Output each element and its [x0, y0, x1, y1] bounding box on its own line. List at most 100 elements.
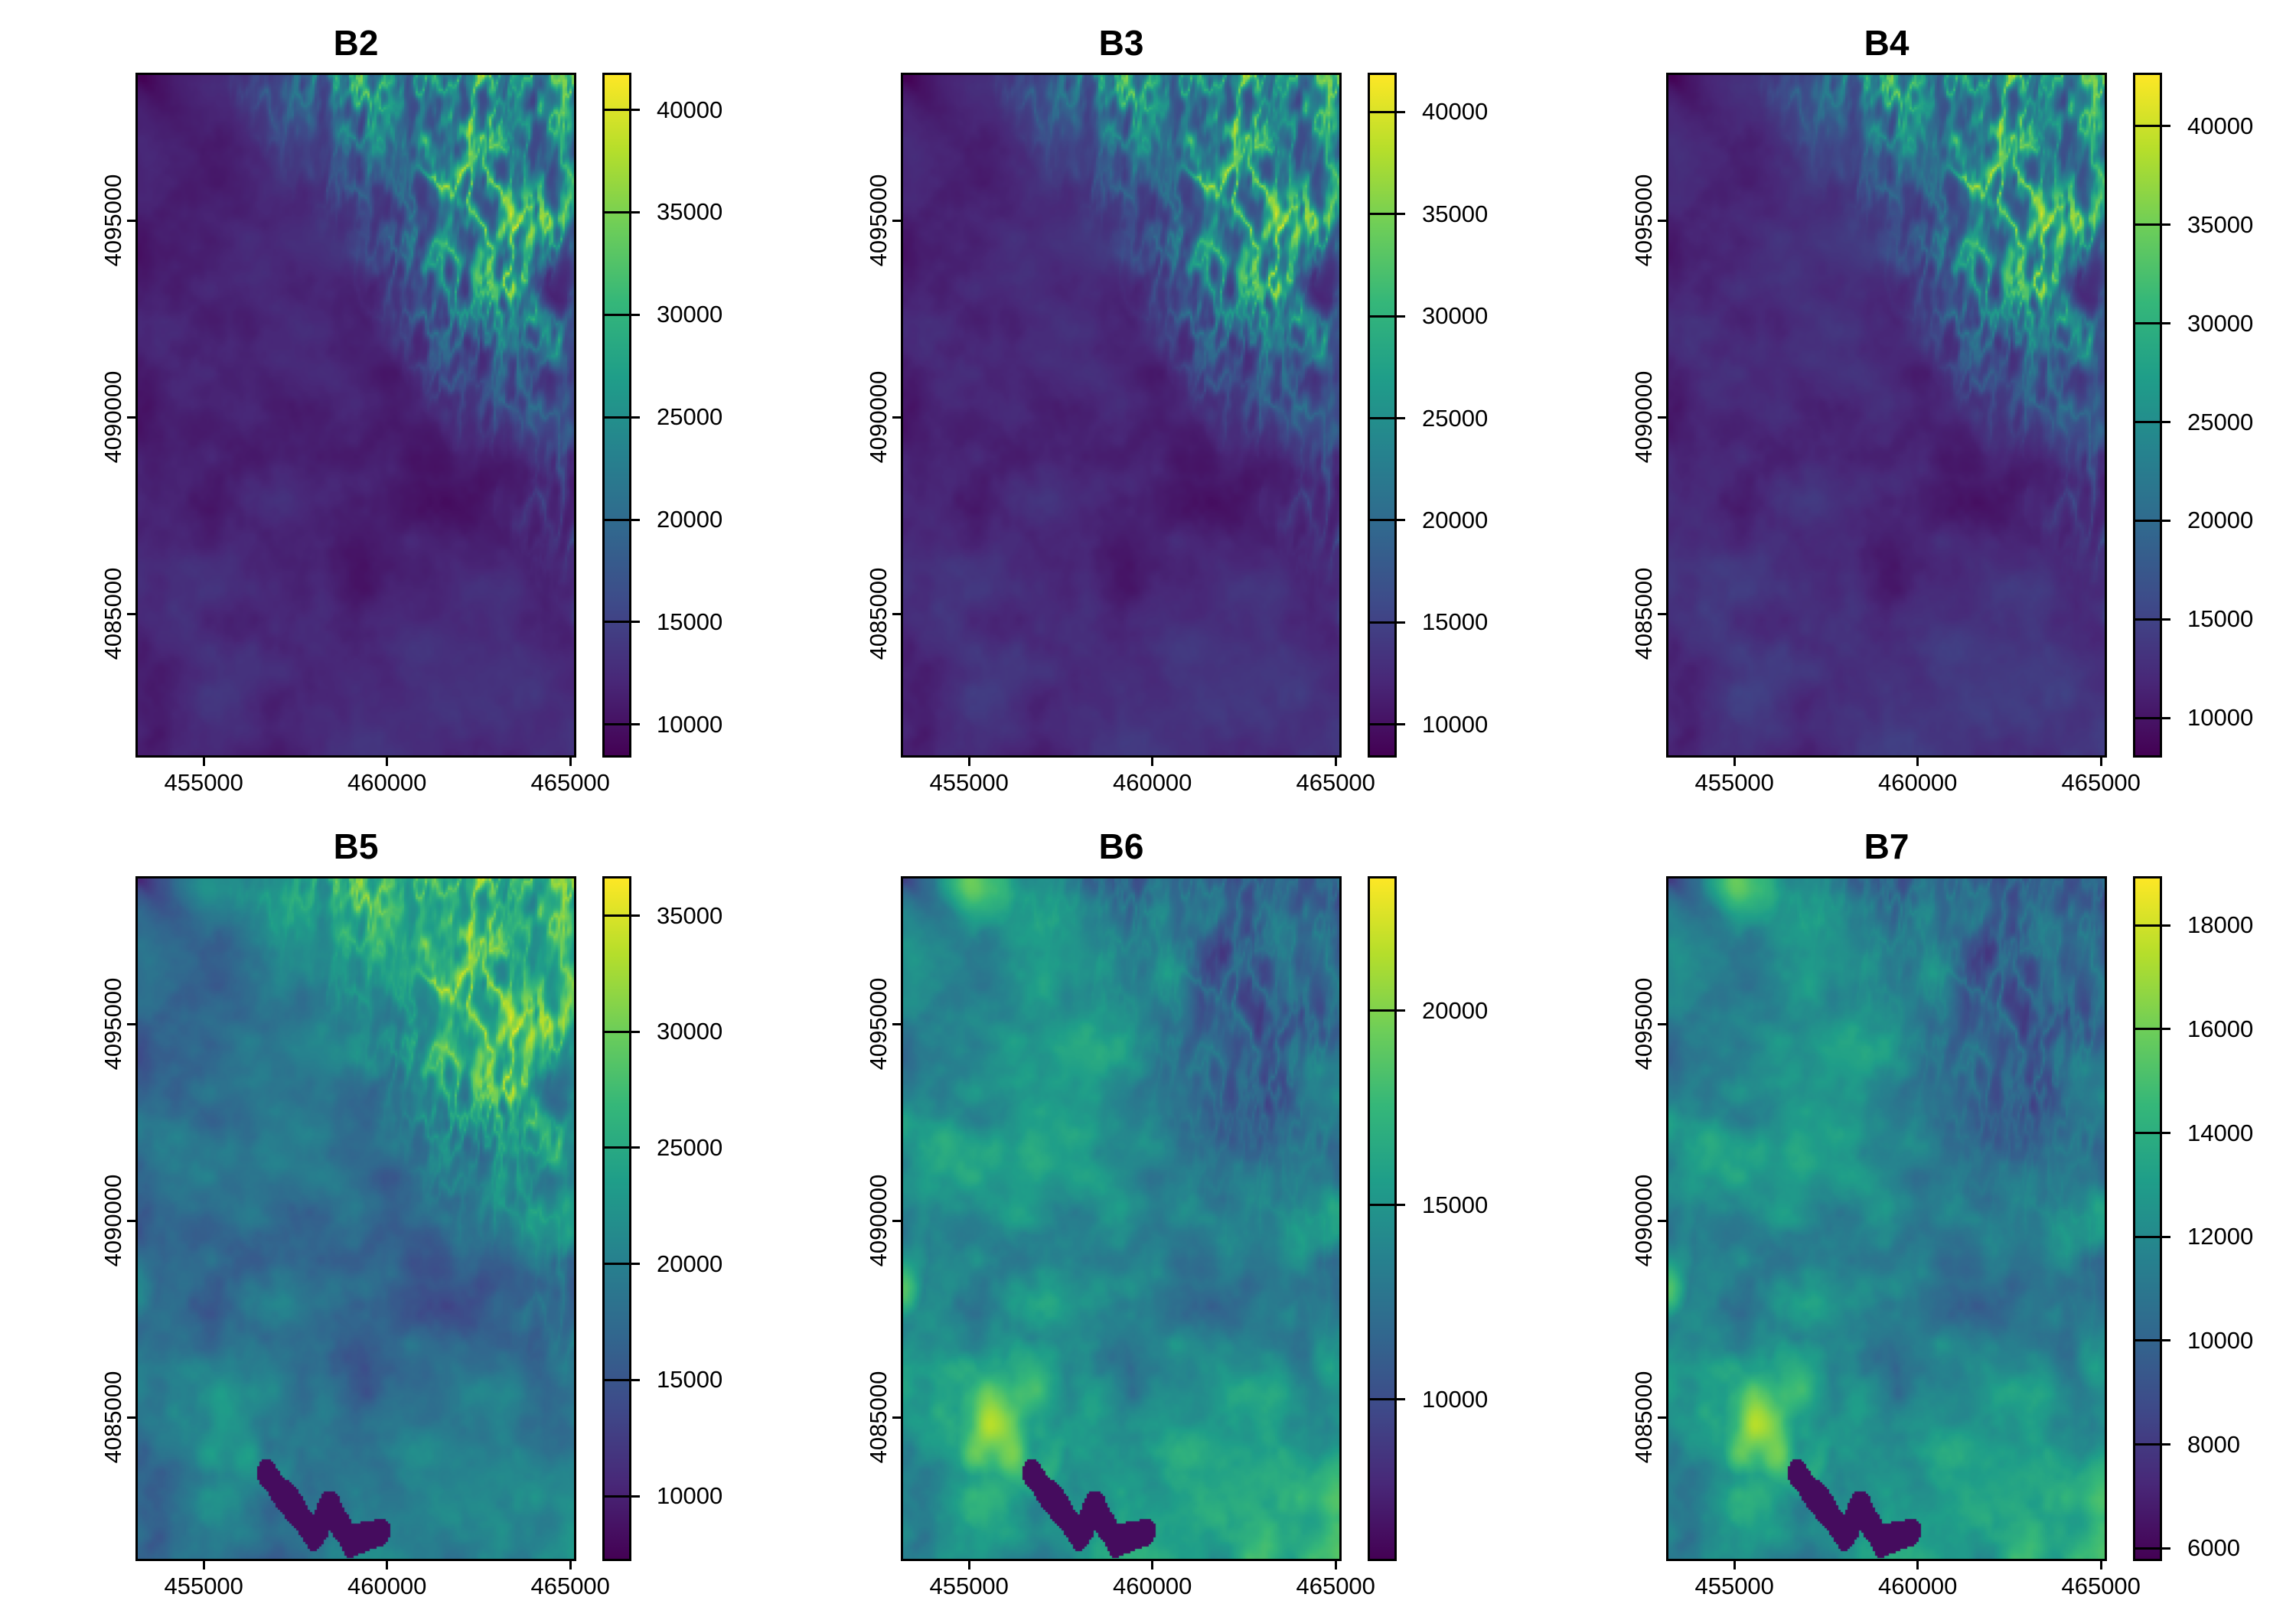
colorbar-tick-label: 25000	[2187, 408, 2254, 435]
raster-map	[135, 876, 576, 1561]
x-axis-tick-label: 460000	[347, 1573, 427, 1599]
colorbar-tick	[1370, 1009, 1405, 1012]
x-axis-tick	[1733, 1559, 1736, 1570]
x-axis-tick	[386, 1559, 389, 1570]
x-axis-tick-label: 465000	[2061, 1573, 2141, 1599]
y-axis-tick	[1658, 416, 1668, 419]
colorbar-tick-label: 15000	[657, 1366, 723, 1393]
x-axis-tick	[1151, 755, 1154, 766]
y-axis-tick	[892, 416, 903, 419]
raster-canvas	[138, 878, 574, 1559]
colorbar-tick-label: 10000	[1422, 1385, 1489, 1413]
colorbar-tick-label: 6000	[2187, 1534, 2240, 1562]
x-axis-tick-label: 455000	[1694, 1573, 1774, 1599]
x-axis-tick	[569, 1559, 572, 1570]
panel-B3: B3 455000 460000 465000 4095000 4090000 40850…	[765, 0, 1531, 804]
y-axis-tick	[892, 1219, 903, 1222]
y-axis-tick	[1658, 612, 1668, 615]
colorbar-tick-label: 16000	[2187, 1015, 2254, 1042]
y-axis-tick	[892, 219, 903, 222]
colorbar-tick	[2135, 1339, 2170, 1342]
colorbar-tick-label: 15000	[1422, 608, 1489, 636]
y-axis-tick	[127, 612, 138, 615]
x-axis-tick	[202, 1559, 205, 1570]
colorbar-tick-label: 30000	[657, 1018, 723, 1045]
x-axis-tick-label: 460000	[1877, 1573, 1958, 1599]
y-axis-tick	[1658, 219, 1668, 222]
colorbar-tick	[605, 723, 640, 726]
raster-map	[901, 73, 1342, 758]
y-axis-tick-label: 4095000	[99, 977, 126, 1071]
x-axis-tick-label: 455000	[164, 769, 243, 796]
colorbar-tick	[1370, 1398, 1405, 1401]
y-axis-tick	[1658, 1219, 1668, 1222]
colorbar-tick	[605, 109, 640, 112]
colorbar-tick-label: 10000	[2187, 704, 2254, 732]
colorbar-tick-label: 20000	[1422, 506, 1489, 533]
x-axis-tick-label: 455000	[1694, 769, 1774, 796]
colorbar-tick-label: 20000	[2187, 507, 2254, 534]
colorbar-tick	[1370, 213, 1405, 216]
colorbar-tick	[1370, 519, 1405, 522]
y-axis-tick-label: 4090000	[99, 1174, 126, 1267]
x-axis-tick-label: 455000	[164, 1573, 243, 1599]
colorbar-legend	[602, 876, 640, 1561]
x-axis-tick	[2099, 755, 2102, 766]
colorbar-tick	[1370, 315, 1405, 318]
colorbar-tick	[605, 313, 640, 316]
panel-title: B3	[1098, 23, 1144, 63]
colorbar-tick-label: 10000	[657, 1482, 723, 1510]
panel-title: B7	[1864, 826, 1910, 866]
colorbar-tick-label: 20000	[657, 1250, 723, 1277]
x-axis-tick-label: 460000	[1112, 769, 1192, 796]
colorbar-tick	[605, 1263, 640, 1266]
raster-canvas	[903, 878, 1339, 1559]
y-axis-tick-label: 4090000	[1630, 1174, 1657, 1267]
panel-B6: B6 455000 460000 465000 4095000 4090000 40850…	[765, 804, 1531, 1607]
y-axis-tick	[127, 1416, 138, 1419]
colorbar-tick	[605, 210, 640, 214]
colorbar-tick	[2135, 519, 2170, 522]
colorbar-tick	[2135, 125, 2170, 128]
x-axis-tick-label: 460000	[1877, 769, 1958, 796]
colorbar-tick-label: 15000	[1422, 1191, 1489, 1218]
colorbar-tick-label: 40000	[1422, 98, 1489, 125]
colorbar-tick-label: 40000	[2187, 112, 2254, 139]
panel-title: B6	[1098, 826, 1144, 866]
colorbar-tick	[605, 621, 640, 624]
colorbar-tick	[2135, 223, 2170, 227]
colorbar-tick-label: 25000	[657, 403, 723, 431]
y-axis-tick-label: 4090000	[865, 1174, 892, 1267]
y-axis-tick-label: 4090000	[1630, 370, 1657, 464]
x-axis-tick	[569, 755, 572, 766]
colorbar-tick-label: 15000	[657, 608, 723, 635]
y-axis-tick	[1658, 1416, 1668, 1419]
y-axis-tick-label: 4095000	[1630, 174, 1657, 267]
panel-B5: B5 455000 460000 465000 4095000 4090000 40850…	[0, 804, 765, 1607]
colorbar-tick	[605, 914, 640, 918]
x-axis-tick	[202, 755, 205, 766]
y-axis-tick	[1658, 1022, 1668, 1025]
colorbar-tick	[2135, 322, 2170, 325]
colorbar-tick-label: 14000	[2187, 1119, 2254, 1146]
x-axis-tick	[967, 755, 970, 766]
colorbar-tick-label: 35000	[2187, 210, 2254, 238]
y-axis-tick-label: 4090000	[865, 370, 892, 464]
panel-title: B5	[333, 826, 379, 866]
colorbar-tick	[1370, 1204, 1405, 1207]
colorbar-legend	[1368, 73, 1405, 758]
colorbar-tick-label: 30000	[1422, 302, 1489, 330]
raster-map	[1666, 876, 2107, 1561]
colorbar-tick	[2135, 924, 2170, 927]
colorbar-tick	[2135, 1132, 2170, 1135]
colorbar-tick-label: 35000	[1422, 200, 1489, 227]
y-axis-tick-label: 4090000	[99, 370, 126, 464]
colorbar-tick	[2135, 1443, 2170, 1446]
colorbar-tick-label: 20000	[657, 506, 723, 533]
panel-title: B4	[1864, 23, 1910, 63]
y-axis-tick-label: 4095000	[99, 174, 126, 267]
raster-canvas	[903, 75, 1339, 755]
x-axis-tick	[967, 1559, 970, 1570]
colorbar-tick	[2135, 618, 2170, 621]
